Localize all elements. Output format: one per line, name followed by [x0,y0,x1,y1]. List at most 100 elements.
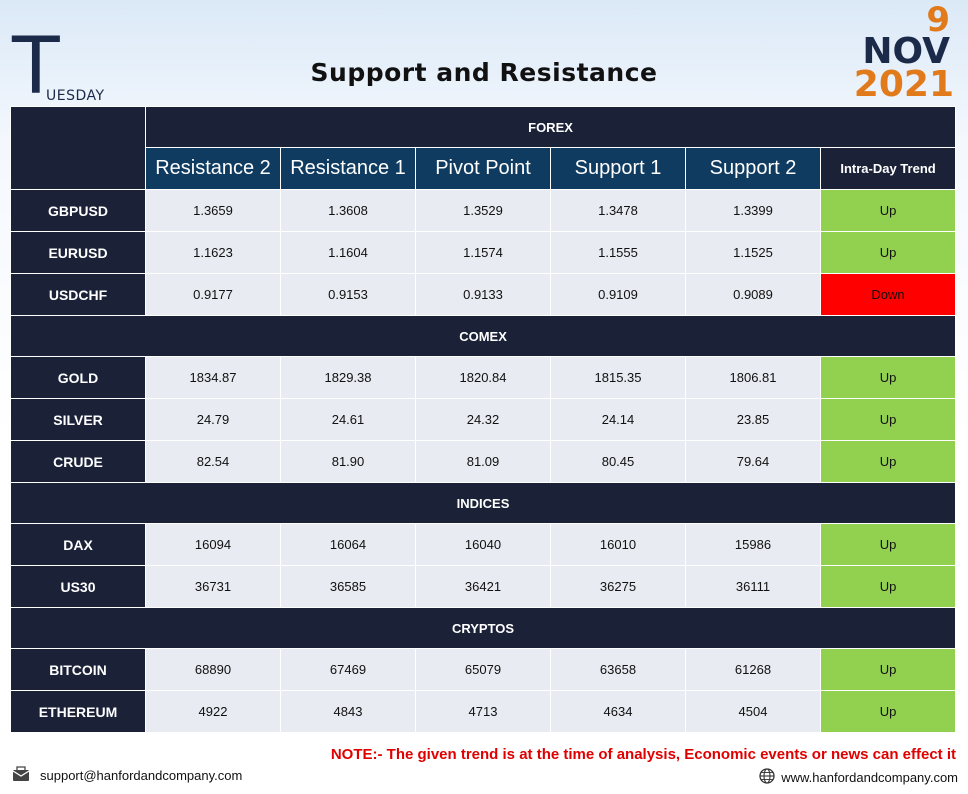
column-header-row: Resistance 2 Resistance 1 Pivot Point Suppo… [11,148,956,189]
trend-cell: Up [821,441,956,482]
instrument-name: CRUDE [11,441,145,482]
level-value: 61268 [686,649,820,690]
level-value: 0.9089 [686,274,820,315]
instrument-name: EURUSD [11,232,145,273]
level-value: 81.09 [416,441,550,482]
level-value: 80.45 [551,441,685,482]
level-value: 1806.81 [686,357,820,398]
section-header-row: FOREX [11,107,956,189]
section-header-row: INDICES [11,483,956,523]
trend-note: NOTE:- The given trend is at the time of… [330,746,956,763]
trend-cell: Up [821,190,956,231]
level-value: 4504 [686,691,820,732]
footer-website: www.hanfordandcompany.com [759,768,958,787]
day-initial: T [12,22,60,112]
trend-cell: Up [821,524,956,565]
level-value: 0.9133 [416,274,550,315]
instrument-name: US30 [11,566,145,607]
section-label: COMEX [11,316,956,356]
level-value: 1.3659 [146,190,280,231]
level-value: 4843 [281,691,415,732]
level-value: 16040 [416,524,550,565]
level-value: 16064 [281,524,415,565]
level-value: 0.9177 [146,274,280,315]
level-value: 63658 [551,649,685,690]
level-value: 1820.84 [416,357,550,398]
level-value: 16010 [551,524,685,565]
level-value: 0.9109 [551,274,685,315]
instrument-name: ETHEREUM [11,691,145,732]
level-value: 1.1604 [281,232,415,273]
table-row: SILVER 24.79 24.61 24.32 24.14 23.85 Up [11,399,956,440]
level-value: 1.1555 [551,232,685,273]
corner-cell [11,107,145,189]
trend-cell: Up [821,399,956,440]
level-value: 16094 [146,524,280,565]
level-value: 36111 [686,566,820,607]
level-value: 24.14 [551,399,685,440]
instrument-name: SILVER [11,399,145,440]
level-value: 1.3399 [686,190,820,231]
level-value: 24.61 [281,399,415,440]
date-day: 9 [926,0,950,40]
day-rest: UESDAY [46,88,105,104]
level-value: 81.90 [281,441,415,482]
table-row: GBPUSD 1.3659 1.3608 1.3529 1.3478 1.3399 Up [11,190,956,231]
level-value: 24.79 [146,399,280,440]
level-value: 1.3529 [416,190,550,231]
table-row: CRUDE 82.54 81.90 81.09 80.45 79.64 Up [11,441,956,482]
email-link[interactable]: support@hanfordandcompany.com [40,768,243,783]
level-value: 36585 [281,566,415,607]
level-value: 4922 [146,691,280,732]
page-title: Support and Resistance [310,58,658,87]
trend-cell: Up [821,232,956,273]
level-value: 82.54 [146,441,280,482]
date-year: 2021 [853,64,954,105]
level-value: 1.1525 [686,232,820,273]
globe-icon [759,768,775,787]
section-label: INDICES [11,483,956,523]
level-value: 36421 [416,566,550,607]
level-value: 1.1623 [146,232,280,273]
level-value: 79.64 [686,441,820,482]
trend-cell: Up [821,691,956,732]
instrument-name: DAX [11,524,145,565]
level-value: 36731 [146,566,280,607]
instrument-name: BITCOIN [11,649,145,690]
table-row: USDCHF 0.9177 0.9153 0.9133 0.9109 0.9089 Down [11,274,956,315]
column-header: Resistance 2 [146,148,280,189]
table-row: US30 36731 36585 36421 36275 36111 Up [11,566,956,607]
table-row: ETHEREUM 4922 4843 4713 4634 4504 Up [11,691,956,732]
column-header: Support 2 [686,148,820,189]
level-value: 68890 [146,649,280,690]
website-link[interactable]: www.hanfordandcompany.com [781,770,958,785]
table-row: GOLD 1834.87 1829.38 1820.84 1815.35 1806.81 U… [11,357,956,398]
instrument-name: GOLD [11,357,145,398]
column-header: Resistance 1 [281,148,415,189]
mail-icon [12,766,30,785]
level-value: 1.3478 [551,190,685,231]
level-value: 4713 [416,691,550,732]
section-header-row: COMEX [11,316,956,356]
trend-cell: Up [821,566,956,607]
trend-cell: Up [821,649,956,690]
section-label: CRYPTOS [11,608,956,648]
column-header: Intra-Day Trend [821,148,956,189]
level-value: 24.32 [416,399,550,440]
table-row: EURUSD 1.1623 1.1604 1.1574 1.1555 1.1525 Up [11,232,956,273]
level-value: 15986 [686,524,820,565]
instrument-name: USDCHF [11,274,145,315]
level-value: 23.85 [686,399,820,440]
level-value: 1829.38 [281,357,415,398]
support-resistance-table: FOREX Resistance 2 Resistance 1 Pivot Point… [10,106,957,733]
level-value: 67469 [281,649,415,690]
table-row: DAX 16094 16064 16040 16010 15986 Up [11,524,956,565]
level-value: 1834.87 [146,357,280,398]
trend-cell: Down [821,274,956,315]
level-value: 65079 [416,649,550,690]
section-header-row: CRYPTOS [11,608,956,648]
footer-email: support@hanfordandcompany.com [12,766,242,785]
column-header: Support 1 [551,148,685,189]
level-value: 1815.35 [551,357,685,398]
table-row: BITCOIN 68890 67469 65079 63658 61268 Up [11,649,956,690]
